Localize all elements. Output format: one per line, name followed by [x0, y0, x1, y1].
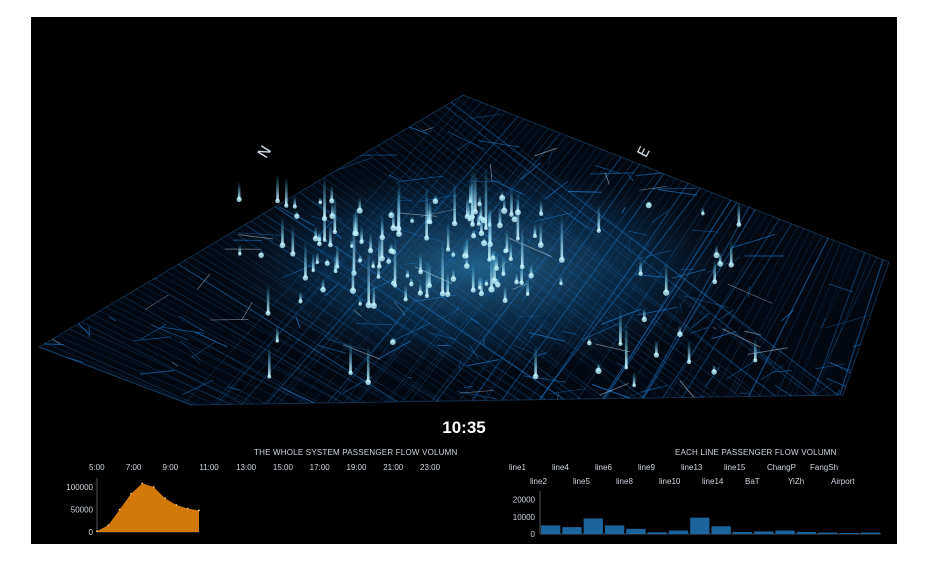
area-point [107, 524, 110, 527]
bar-line14 [732, 531, 753, 534]
line-label: line1 [509, 463, 526, 472]
bar-YiZh [818, 532, 838, 534]
bar-line5 [604, 525, 625, 534]
time-tick-label: 13:00 [236, 463, 257, 472]
city-map-3d [37, 94, 890, 406]
line-label: line4 [552, 463, 569, 472]
line-label: line9 [638, 463, 655, 472]
bar-line13 [711, 526, 731, 534]
line-label: FangSh [810, 463, 839, 472]
area-point [175, 504, 178, 506]
line-label: line6 [595, 463, 612, 472]
line-label: ChangP [767, 463, 796, 472]
line-label: line15 [724, 463, 746, 472]
bar-y-tick-label: 10000 [513, 513, 536, 522]
bar-y-tick-label: 20000 [513, 496, 536, 505]
area-y-tick-label: 100000 [66, 483, 93, 492]
time-tick-label: 21:00 [383, 463, 404, 472]
system-flow-chart: 0 50000 100000 [66, 478, 200, 537]
bar-y-tick-label: 0 [531, 530, 536, 539]
bar-Airport [860, 532, 880, 534]
time-tick-label: 19:00 [346, 463, 367, 472]
area-y-tick-label: 50000 [71, 506, 94, 515]
line-flow-chart: 0 10000 20000 [513, 491, 881, 539]
line-label: Airport [831, 477, 855, 486]
bar-line1 [541, 525, 561, 534]
area-point [96, 530, 98, 532]
line-label: YiZh [788, 477, 805, 486]
line-label: line2 [530, 477, 547, 486]
time-tick-label: 9:00 [162, 463, 179, 472]
time-tick-label: 7:00 [125, 463, 142, 472]
area-point [118, 508, 121, 511]
time-tick-label: 5:00 [89, 463, 105, 472]
area-point [130, 492, 132, 495]
bar-line6 [626, 528, 646, 534]
line-label: line10 [659, 477, 681, 486]
current-time-display: 10:35 [442, 418, 486, 437]
system-flow-title: THE WHOLE SYSTEM PASSENGER FLOW VOLUMN [254, 448, 458, 457]
line-label: line8 [616, 477, 633, 486]
line-label: line5 [573, 477, 590, 486]
bar-line9 [668, 530, 689, 534]
area-point [141, 482, 144, 485]
area-point [164, 497, 166, 500]
area-series [97, 483, 199, 532]
line-label: line13 [681, 463, 703, 472]
bar-FangSh [839, 532, 859, 534]
line-label: line14 [702, 477, 724, 486]
station-flow-towers [236, 168, 758, 388]
bar-ChangP [796, 531, 817, 534]
time-tick-label: 11:00 [199, 463, 219, 472]
area-point [198, 509, 200, 512]
area-y-tick-label: 0 [89, 528, 94, 537]
bar-line15 [754, 531, 774, 534]
visualization-frame: N E 10:35 THE WHOLE SYSTEM PASSENGER FLO… [31, 17, 897, 544]
area-point [152, 486, 155, 488]
time-tick-label: 23:00 [420, 463, 441, 472]
street-network [39, 95, 889, 405]
bar-line2 [562, 527, 582, 534]
line-flow-title: EACH LINE PASSENGER FLOW VOLUMN [675, 448, 837, 457]
bar-line4 [583, 518, 603, 534]
bar-line8 [647, 532, 667, 534]
bar-line10 [690, 517, 710, 534]
time-tick-label: 17:00 [309, 463, 330, 472]
time-tick-label: 15:00 [272, 463, 293, 472]
bar-BaT [775, 530, 795, 534]
area-point [186, 507, 189, 510]
line-label: BaT [745, 477, 760, 486]
